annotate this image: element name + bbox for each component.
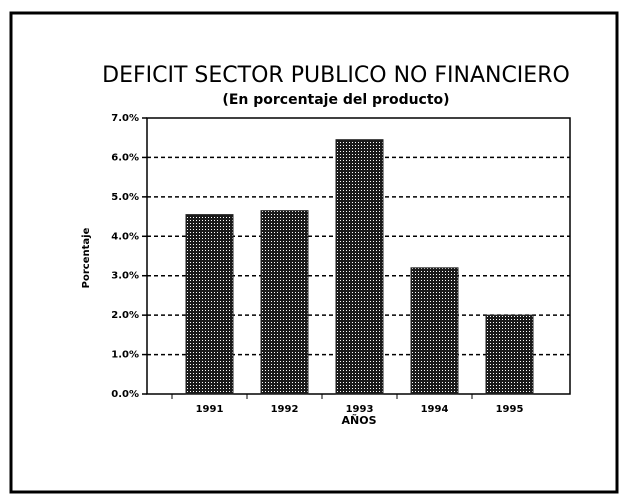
y-tick-label: 6.0% [111,152,139,163]
chart-title: DEFICIT SECTOR PUBLICO NO FINANCIERO [102,63,570,88]
x-tick-label: 1992 [271,404,299,415]
y-tick-label: 0.0% [111,389,139,400]
bar [335,139,384,395]
y-tick-label: 3.0% [111,271,139,282]
y-tick-label: 2.0% [111,310,139,321]
y-axis-label: Porcentaje [81,227,92,288]
x-tick-label: 1994 [421,404,449,415]
x-tick-label: 1993 [346,404,374,415]
bar [260,210,309,395]
chart-subtitle: (En porcentaje del producto) [222,92,449,108]
y-tick-label: 4.0% [111,231,139,242]
bar [485,314,534,395]
frame [9,11,619,494]
y-tick-label: 1.0% [111,350,139,361]
x-tick-label: 1991 [196,404,224,415]
x-axis-label: AÑOS [342,414,377,427]
y-tick-label: 7.0% [111,113,139,124]
x-tick-label: 1995 [496,404,524,415]
y-tick-label: 5.0% [111,192,139,203]
bar [185,214,234,395]
bar [410,267,459,395]
